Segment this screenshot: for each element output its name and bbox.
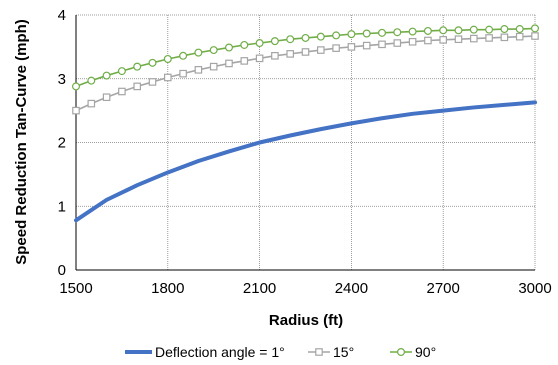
data-point <box>270 37 279 46</box>
data-point <box>500 33 509 42</box>
y-axis-ticks: 0 1 2 3 4 <box>58 7 66 279</box>
data-point <box>179 51 188 60</box>
x-tick-label: 2400 <box>335 280 368 297</box>
data-point <box>408 27 417 36</box>
data-point <box>485 34 493 42</box>
legend-label: 90° <box>415 344 436 360</box>
data-point <box>301 48 310 56</box>
x-axis-title: Radius (ft) <box>269 312 343 329</box>
y-axis-title: Speed Reduction Tan-Curve (mph) <box>13 19 30 265</box>
data-point <box>240 57 249 65</box>
data-point <box>301 33 310 42</box>
x-tick-label: 3000 <box>518 280 551 297</box>
data-point <box>531 32 539 40</box>
data-point <box>209 46 218 55</box>
series-1 <box>74 100 537 223</box>
data-point <box>332 31 341 40</box>
gridlines <box>76 14 536 270</box>
data-point <box>118 87 126 96</box>
data-point <box>439 26 448 35</box>
data-point <box>362 41 371 50</box>
y-tick-label: 3 <box>58 71 66 88</box>
data-point <box>423 26 432 35</box>
legend-item: 90° <box>390 344 436 360</box>
data-point <box>332 44 340 52</box>
data-point <box>117 67 126 76</box>
data-point <box>362 29 371 38</box>
data-point <box>316 32 325 41</box>
data-point <box>439 36 448 44</box>
legend-marker <box>397 348 406 357</box>
series-3 <box>71 24 539 91</box>
data-point <box>515 32 524 41</box>
data-point <box>148 78 157 86</box>
data-point <box>378 28 387 37</box>
data-point <box>408 37 417 46</box>
data-point <box>286 35 295 44</box>
data-point <box>194 66 203 74</box>
data-point <box>225 59 233 68</box>
data-point <box>194 48 203 57</box>
data-point <box>133 62 142 71</box>
data-point <box>240 40 249 49</box>
data-point <box>87 99 96 108</box>
x-axis-ticks: 1500 1800 2100 2400 2700 3000 <box>59 280 551 297</box>
y-tick-label: 1 <box>58 198 66 215</box>
legend-marker <box>315 348 323 356</box>
data-point <box>286 50 295 58</box>
data-point <box>393 28 402 37</box>
data-point <box>255 54 264 63</box>
x-tick-label: 2100 <box>243 280 276 297</box>
y-tick-label: 2 <box>58 135 66 152</box>
legend-label: Deflection angle = 1° <box>155 344 285 360</box>
data-point <box>179 69 187 78</box>
data-point <box>347 43 356 51</box>
legend: Deflection angle = 1° 15° 90° <box>125 344 436 360</box>
data-point <box>71 82 80 91</box>
data-series <box>71 24 539 223</box>
data-point <box>469 25 478 34</box>
data-point <box>347 30 356 39</box>
plot-frame <box>75 15 535 271</box>
y-tick-label: 0 <box>58 262 66 279</box>
data-point <box>209 62 218 71</box>
data-point <box>500 25 509 34</box>
y-tick-label: 4 <box>58 7 66 24</box>
data-point <box>102 71 111 80</box>
data-point <box>454 35 463 44</box>
legend-item: 15° <box>308 344 354 360</box>
data-point <box>133 82 142 91</box>
data-point <box>271 51 279 60</box>
data-point <box>148 58 157 67</box>
data-point <box>72 106 80 115</box>
data-point <box>393 39 402 47</box>
data-point <box>470 34 478 43</box>
data-point <box>164 73 172 82</box>
data-point <box>378 40 386 49</box>
series-2 <box>72 32 539 115</box>
data-point <box>317 46 325 54</box>
data-point <box>87 76 96 85</box>
data-point <box>163 54 172 63</box>
data-point <box>530 24 539 33</box>
data-point <box>225 43 234 52</box>
data-point <box>102 93 111 102</box>
x-tick-label: 2700 <box>427 280 460 297</box>
data-point <box>255 39 264 48</box>
x-tick-label: 1800 <box>151 280 184 297</box>
data-point <box>454 26 463 35</box>
legend-item: Deflection angle = 1° <box>125 344 285 360</box>
legend-label: 15° <box>333 344 354 360</box>
x-tick-label: 1500 <box>59 280 92 297</box>
data-point <box>485 25 494 34</box>
series-line <box>74 100 537 223</box>
data-point <box>515 25 524 34</box>
data-point <box>424 36 432 45</box>
series-line <box>75 35 536 112</box>
